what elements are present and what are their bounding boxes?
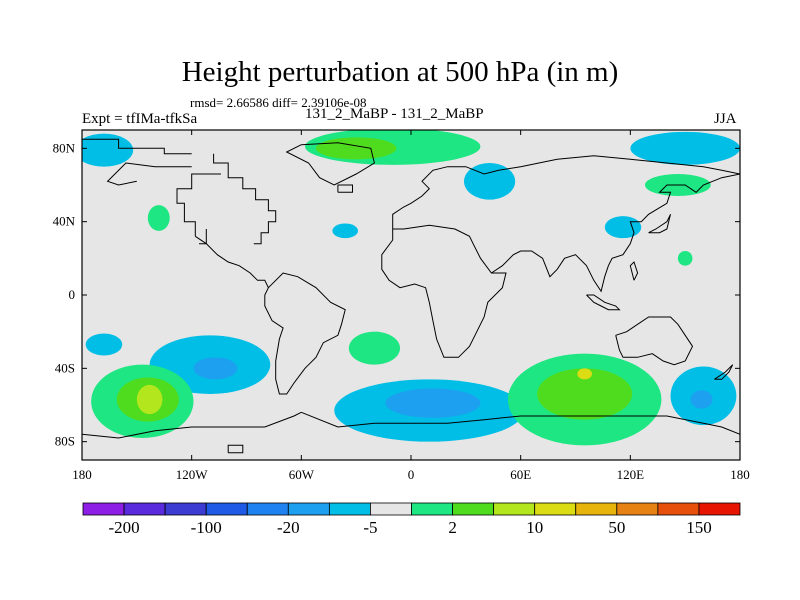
- region-westpac-positive: [147, 205, 170, 231]
- lat-tick-label: 80S: [55, 434, 75, 449]
- case-label: 131_2_MaBP - 131_2_MaBP: [305, 106, 484, 122]
- stats-label: rmsd= 2.66586 diff= 2.39106e-08: [190, 95, 367, 110]
- coastline-segment: [629, 261, 639, 281]
- colorbar-label: -100: [191, 518, 222, 537]
- region-indian-ocean-core: [537, 368, 633, 420]
- lon-tick-label: 180: [730, 467, 750, 482]
- colorbar-swatch: [534, 502, 577, 516]
- coastline-segment: [82, 411, 302, 439]
- colorbar-swatch: [493, 502, 536, 516]
- colorbar-swatch: [411, 502, 453, 516]
- region-southwest-pacific-peak: [136, 384, 163, 415]
- colorbar-label: 2: [448, 518, 457, 537]
- coastline-segment: [176, 173, 221, 237]
- region-atlantic-small-negative: [332, 223, 358, 239]
- coastline-segment: [199, 229, 207, 245]
- colorbar: -200 -100 -20 -5 2 10 50 150: [82, 502, 741, 537]
- axis-ticks: 180 120W 60W 0 60E 120E 180 80N 40N 0 40S 80S: [53, 130, 750, 482]
- coastline-segment: [586, 294, 621, 311]
- coastline-segment: [615, 316, 694, 366]
- region-pacific-small-positive: [677, 251, 693, 266]
- coastline-segment: [227, 444, 244, 454]
- experiment-label: Expt = tfIMa-tfkSa: [82, 111, 198, 127]
- region-asia-negative: [464, 163, 516, 200]
- region-southern-ocean-core: [385, 388, 481, 418]
- colorbar-label: 10: [526, 518, 543, 537]
- region-far-south-pacific-negative: [85, 333, 123, 356]
- colorbar-swatch: [164, 502, 207, 516]
- region-arctic-west-negative: [82, 133, 134, 167]
- coastline-segment: [213, 153, 277, 245]
- coastline-segment: [301, 411, 740, 435]
- colorbar-swatch: [246, 502, 289, 516]
- colorbar-label: -20: [277, 518, 300, 537]
- coastline-segment: [648, 214, 671, 234]
- coastline-segment: [381, 224, 507, 358]
- region-south-atlantic-positive: [348, 331, 401, 365]
- colorbar-swatch: [616, 502, 659, 516]
- coastline-segment: [82, 138, 192, 155]
- colorbar-swatch: [205, 502, 248, 516]
- colorbar-swatch: [452, 502, 495, 516]
- contour-fill-layer: [82, 130, 740, 446]
- plot-title: Height perturbation at 500 hPa (in m): [181, 56, 619, 88]
- colorbar-swatch: [123, 502, 166, 516]
- coastline-segment: [195, 235, 269, 288]
- coastline-layer: [82, 138, 740, 454]
- region-indian-ocean-peak: [577, 368, 592, 380]
- colorbar-swatch: [370, 502, 412, 516]
- season-label: JJA: [714, 111, 737, 127]
- coastline-segment: [714, 364, 734, 380]
- lon-tick-label: 180: [72, 467, 92, 482]
- lat-tick-label: 40N: [53, 214, 76, 229]
- lon-tick-label: 60E: [510, 467, 531, 482]
- colorbar-label: 50: [608, 518, 625, 537]
- colorbar-swatch: [328, 502, 371, 516]
- lat-tick-label: 40S: [55, 360, 75, 375]
- lon-tick-label: 120W: [176, 467, 209, 482]
- coastline-segment: [337, 184, 353, 193]
- coastline-segment: [491, 173, 740, 293]
- region-arctic-east-negative: [630, 131, 740, 165]
- region-pacific-small-negative: [604, 216, 642, 239]
- lat-tick-label: 80N: [53, 140, 76, 155]
- colorbar-swatch: [287, 502, 330, 516]
- colorbar-swatch: [657, 502, 700, 516]
- coastline-segment: [264, 272, 346, 395]
- coastline-segment: [392, 155, 740, 229]
- lat-tick-label: 0: [69, 287, 76, 302]
- lon-tick-label: 0: [408, 467, 415, 482]
- region-arctic-green-core: [315, 137, 397, 160]
- lon-tick-label: 120E: [617, 467, 645, 482]
- lon-tick-label: 60W: [289, 467, 315, 482]
- region-tasman-core: [690, 390, 713, 409]
- colorbar-swatch: [575, 502, 618, 516]
- colorbar-label: -5: [363, 518, 377, 537]
- coastline-segment: [106, 162, 192, 186]
- region-south-pacific-core: [193, 357, 238, 380]
- colorbar-swatch: [698, 502, 741, 516]
- colorbar-label: 150: [686, 518, 712, 537]
- colorbar-label: -200: [108, 518, 139, 537]
- coastline-segment: [285, 142, 375, 186]
- colorbar-swatch: [82, 502, 125, 516]
